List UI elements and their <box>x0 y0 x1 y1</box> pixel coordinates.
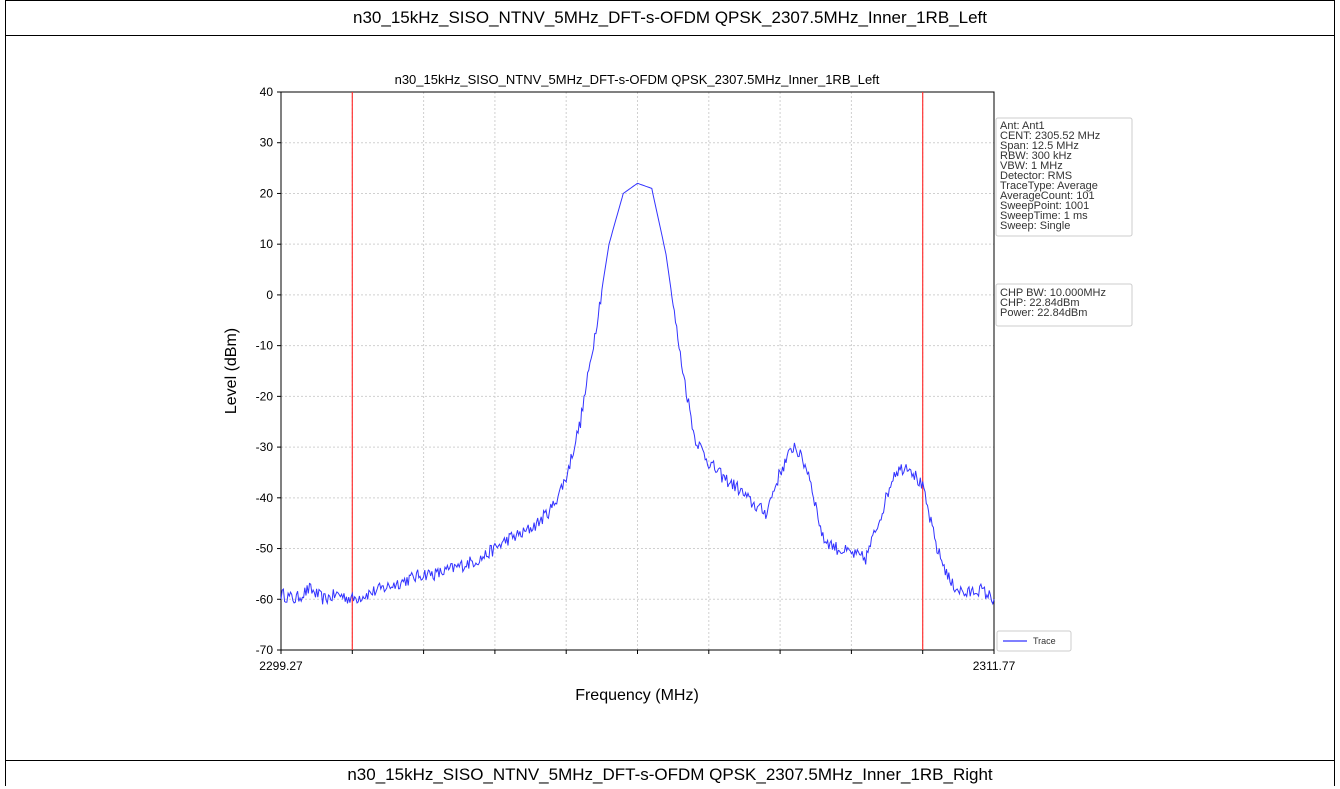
info-line: TraceType: Average <box>1000 180 1098 192</box>
y-axis-label: Level (dBm) <box>223 328 240 414</box>
y-tick-label: -20 <box>256 389 274 403</box>
x-tick-label: 2311.77 <box>973 659 1016 673</box>
legend-label: Trace <box>1033 636 1056 646</box>
y-tick-label: 30 <box>260 136 274 150</box>
plot-area-frame <box>280 91 995 651</box>
y-tick-label: 10 <box>260 237 274 251</box>
y-tick-label: -60 <box>256 592 274 606</box>
footer-title: n30_15kHz_SISO_NTNV_5MHz_DFT-s-OFDM QPSK… <box>6 760 1334 786</box>
info-line: VBW: 1 MHz <box>1000 160 1063 172</box>
info-line: CHP: 22.84dBm <box>1000 297 1079 309</box>
header-title: n30_15kHz_SISO_NTNV_5MHz_DFT-s-OFDM QPSK… <box>6 0 1334 36</box>
info-line: CENT: 2305.52 MHz <box>1000 130 1100 142</box>
trace-line <box>280 182 995 606</box>
y-tick-label: -30 <box>256 440 274 454</box>
info-line: Span: 12.5 MHz <box>1000 140 1079 152</box>
y-tick-label: -10 <box>256 339 274 353</box>
y-tick-label: -40 <box>256 491 274 505</box>
x-axis-label: Frequency (MHz) <box>575 687 699 704</box>
x-tick-label: 2299.27 <box>259 659 303 673</box>
y-axis-ticks: 40 30 20 10 0 -10 -20 -30 -40 -50 -60 -70 <box>256 85 281 657</box>
y-tick-label: -70 <box>256 643 274 657</box>
info-line: Sweep: Single <box>1000 220 1070 232</box>
info-line: CHP BW: 10.000MHz <box>1000 287 1106 299</box>
info-line: Power: 22.84dBm <box>1000 307 1087 319</box>
report-table: n30_15kHz_SISO_NTNV_5MHz_DFT-s-OFDM QPSK… <box>5 0 1335 786</box>
info-line: SweepPoint: 1001 <box>1000 200 1089 212</box>
info-line: Ant: Ant1 <box>1000 120 1045 132</box>
y-tick-label: 40 <box>260 85 274 99</box>
info-line: RBW: 300 kHz <box>1000 150 1072 162</box>
power-box-frame <box>995 283 1133 327</box>
grid <box>281 91 994 651</box>
spectrum-chart: 40 30 20 10 0 -10 -20 -30 -40 -50 -60 -70 2299.27 23… <box>223 72 1133 704</box>
x-axis-ticks: 2299.27 2311.77 <box>259 650 1016 673</box>
info-line: AverageCount: 101 <box>1000 190 1095 202</box>
info-box-frame <box>995 117 1133 237</box>
y-tick-label: -50 <box>256 542 274 556</box>
chart-title: n30_15kHz_SISO_NTNV_5MHz_DFT-s-OFDM QPSK… <box>395 72 880 87</box>
vertical-markers <box>351 92 924 650</box>
info-line: Detector: RMS <box>1000 170 1072 182</box>
y-tick-label: 20 <box>260 186 274 200</box>
y-tick-label: 0 <box>266 288 273 302</box>
info-line: SweepTime: 1 ms <box>1000 210 1088 222</box>
legend-box <box>996 630 1072 652</box>
